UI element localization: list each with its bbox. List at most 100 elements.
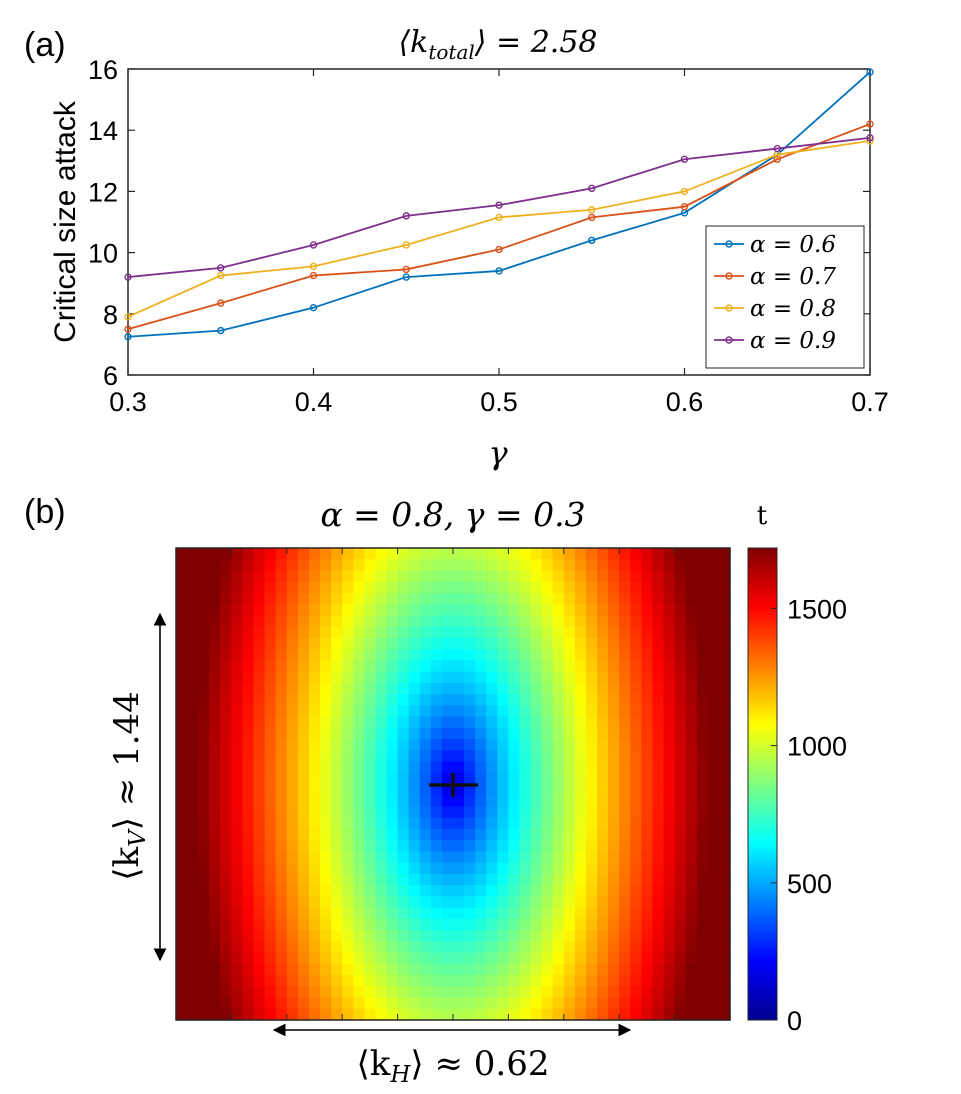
heatmap-cell (486, 896, 498, 909)
heatmap-cell (475, 1008, 487, 1021)
data-point (402, 212, 410, 220)
heatmap-cell (475, 649, 487, 661)
heatmap-cell (608, 896, 620, 909)
heatmap-cell (464, 963, 476, 976)
heatmap-cell (297, 592, 310, 605)
heatmap-cell (508, 716, 521, 729)
heatmap-cell (419, 930, 432, 942)
heatmap-cell (585, 716, 598, 729)
heatmap-cell (242, 997, 255, 1010)
heatmap-cell (253, 637, 266, 650)
heatmap-cell (308, 1008, 321, 1021)
heatmap-cell (308, 896, 321, 909)
heatmap-cell (464, 941, 476, 954)
heatmap-cell (408, 615, 421, 628)
heatmap-cell (231, 806, 244, 819)
heatmap-cell (674, 637, 687, 650)
heatmap-cell (364, 963, 377, 976)
heatmap-cell (674, 626, 687, 639)
heatmap-cell (231, 739, 244, 751)
heatmap-cell (187, 851, 199, 864)
heatmap-cell (176, 626, 188, 639)
heatmap-cell (563, 986, 576, 999)
heatmap-cell (608, 649, 620, 661)
heatmap-cell (375, 761, 388, 774)
heatmap-cell (419, 840, 432, 853)
legend-marker (725, 304, 733, 312)
heatmap-cell (386, 885, 399, 897)
heatmap-cell (585, 873, 598, 886)
heatmap-cell (641, 705, 654, 718)
heatmap-cell (397, 806, 410, 819)
heatmap-cell (453, 682, 465, 695)
heatmap-cell (464, 862, 476, 875)
heatmap-cell (264, 975, 277, 987)
heatmap-cell (597, 671, 609, 684)
heatmap-cell (486, 604, 498, 617)
heatmap-cell (519, 873, 532, 886)
heatmap-cell (674, 851, 687, 864)
heatmap-cell (297, 840, 310, 853)
heatmap-cell (308, 918, 321, 931)
heatmap-cell (408, 806, 421, 819)
heatmap-cell (308, 727, 321, 740)
heatmap-cell (475, 806, 487, 819)
heatmap-cell (574, 873, 587, 886)
heatmap-cell (320, 581, 332, 594)
heatmap-cell (530, 828, 543, 841)
heatmap-cell (242, 907, 255, 920)
heatmap-cell (331, 604, 343, 617)
heatmap-cell (408, 862, 421, 875)
heatmap-cell (220, 761, 232, 774)
heatmap-cell (563, 592, 576, 605)
heatmap-cell (176, 694, 188, 706)
heatmap-cell (530, 986, 543, 999)
heatmap-cell (297, 963, 310, 976)
heatmap-cell (464, 873, 476, 886)
heatmap-cell (718, 772, 731, 785)
heatmap-cell (585, 817, 598, 830)
heatmap-cell (497, 952, 509, 965)
heatmap-cell (408, 548, 421, 560)
heatmap-cell (563, 918, 576, 931)
heatmap-cell (286, 952, 299, 965)
heatmap-cell (630, 739, 642, 751)
heatmap-cell (386, 930, 399, 942)
heatmap-cell (574, 885, 587, 897)
heatmap-cell (630, 896, 642, 909)
heatmap-cell (231, 986, 244, 999)
heatmap-cell (552, 761, 565, 774)
heatmap-cell (176, 851, 188, 864)
heatmap-cell (209, 862, 221, 875)
heatmap-cell (541, 907, 554, 920)
heatmap-cell (707, 682, 720, 695)
heatmap-cell (508, 862, 521, 875)
heatmap-cell (441, 559, 454, 572)
heatmap-cell (619, 963, 631, 976)
heatmap-cell (685, 873, 698, 886)
heatmap-cell (486, 952, 498, 965)
heatmap-cell (475, 907, 487, 920)
heatmap-cell (375, 649, 388, 661)
heatmap-cell (486, 930, 498, 942)
heatmap-cell (253, 716, 266, 729)
heatmap-cell (685, 649, 698, 661)
heatmap-cell (652, 817, 665, 830)
heatmap-cell (453, 716, 465, 729)
heatmap-cell (574, 840, 587, 853)
heatmap-cell (508, 739, 521, 751)
heatmap-cell (707, 739, 720, 751)
heatmap-cell (519, 997, 532, 1010)
heatmap-cell (519, 570, 532, 583)
heatmap-cell (375, 828, 388, 841)
heatmap-cell (353, 694, 365, 706)
heatmap-cell (176, 930, 188, 942)
heatmap-cell (441, 795, 454, 808)
heatmap-cell (696, 997, 709, 1010)
heatmap-cell (608, 930, 620, 942)
heatmap-cell (530, 750, 543, 763)
heatmap-cell (508, 772, 521, 785)
heatmap-cell (386, 570, 399, 583)
data-point (124, 273, 132, 281)
heatmap-cell (597, 941, 609, 954)
